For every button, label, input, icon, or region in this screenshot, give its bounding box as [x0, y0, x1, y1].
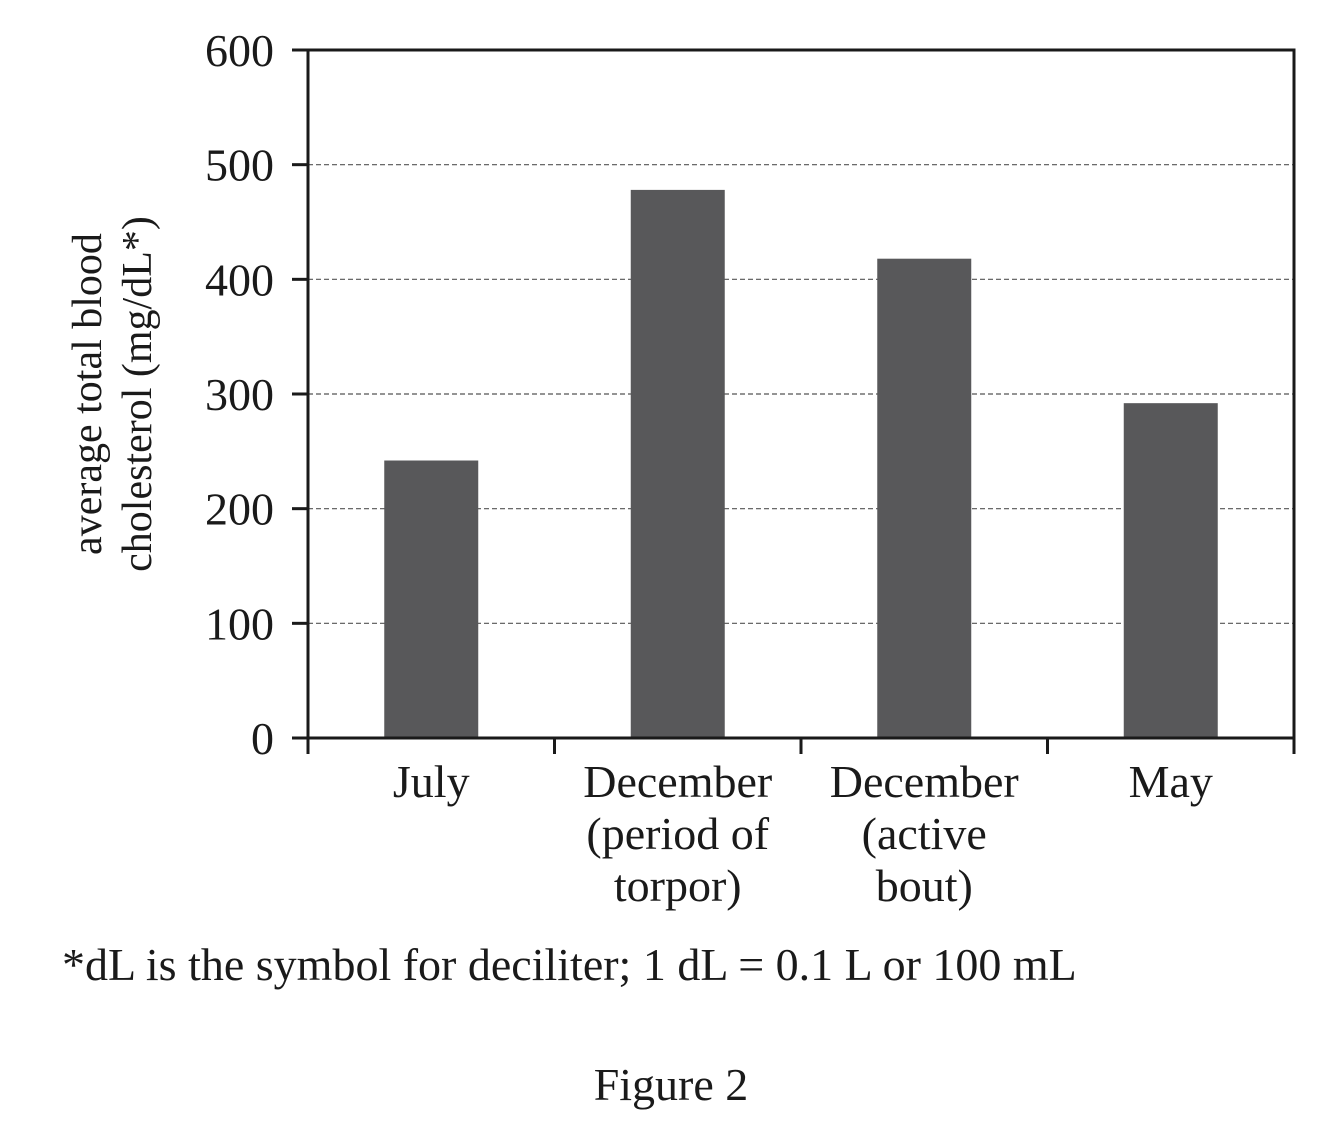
y-axis-label: average total bloodcholesterol (mg/dL*) [65, 216, 161, 572]
x-tick-label-line: (active [862, 808, 987, 859]
x-tick-label-line: May [1129, 756, 1213, 807]
x-tick-label: December (period of torpor) [583, 756, 772, 911]
bars [384, 189, 1218, 739]
x-tick-label-line: December [830, 756, 1019, 807]
bar [877, 258, 972, 738]
y-tick-label: 300 [205, 369, 274, 420]
axes [292, 48, 1296, 754]
y-tick-label: 100 [205, 598, 274, 649]
x-tick-label: December (active bout) [830, 756, 1019, 911]
x-tick-label-line: (period of [586, 808, 769, 859]
footnote: *dL is the symbol for deciliter; 1 dL = … [62, 939, 1077, 990]
bar [630, 189, 725, 739]
y-tick-label: 500 [205, 140, 274, 191]
y-tick-label: 600 [205, 25, 274, 76]
y-axis-label-line: cholesterol (mg/dL*) [115, 216, 161, 572]
x-tick-label: May [1129, 756, 1213, 807]
y-tick-label: 0 [251, 713, 274, 764]
x-tick-label: July [393, 756, 470, 807]
x-tick-label-line: December [583, 756, 772, 807]
x-tick-label-line: bout) [876, 860, 973, 911]
y-tick-label: 200 [205, 484, 274, 535]
bar [384, 460, 479, 738]
x-tick-label-line: July [393, 756, 470, 807]
bar [1123, 403, 1218, 738]
y-tick-label: 400 [205, 254, 274, 305]
y-axis-label-line: average total blood [65, 233, 111, 555]
x-tick-label-line: torpor) [614, 860, 742, 911]
figure-caption: Figure 2 [593, 1059, 749, 1110]
